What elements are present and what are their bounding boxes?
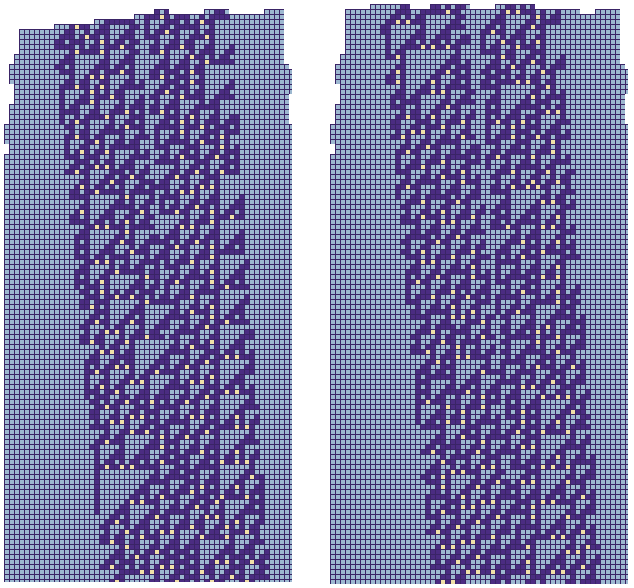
figure-container <box>4 4 630 584</box>
automaton-panel-left <box>4 4 292 584</box>
automaton-canvas-right <box>330 4 628 584</box>
automaton-panel-right <box>330 4 628 584</box>
automaton-canvas-left <box>4 4 292 582</box>
